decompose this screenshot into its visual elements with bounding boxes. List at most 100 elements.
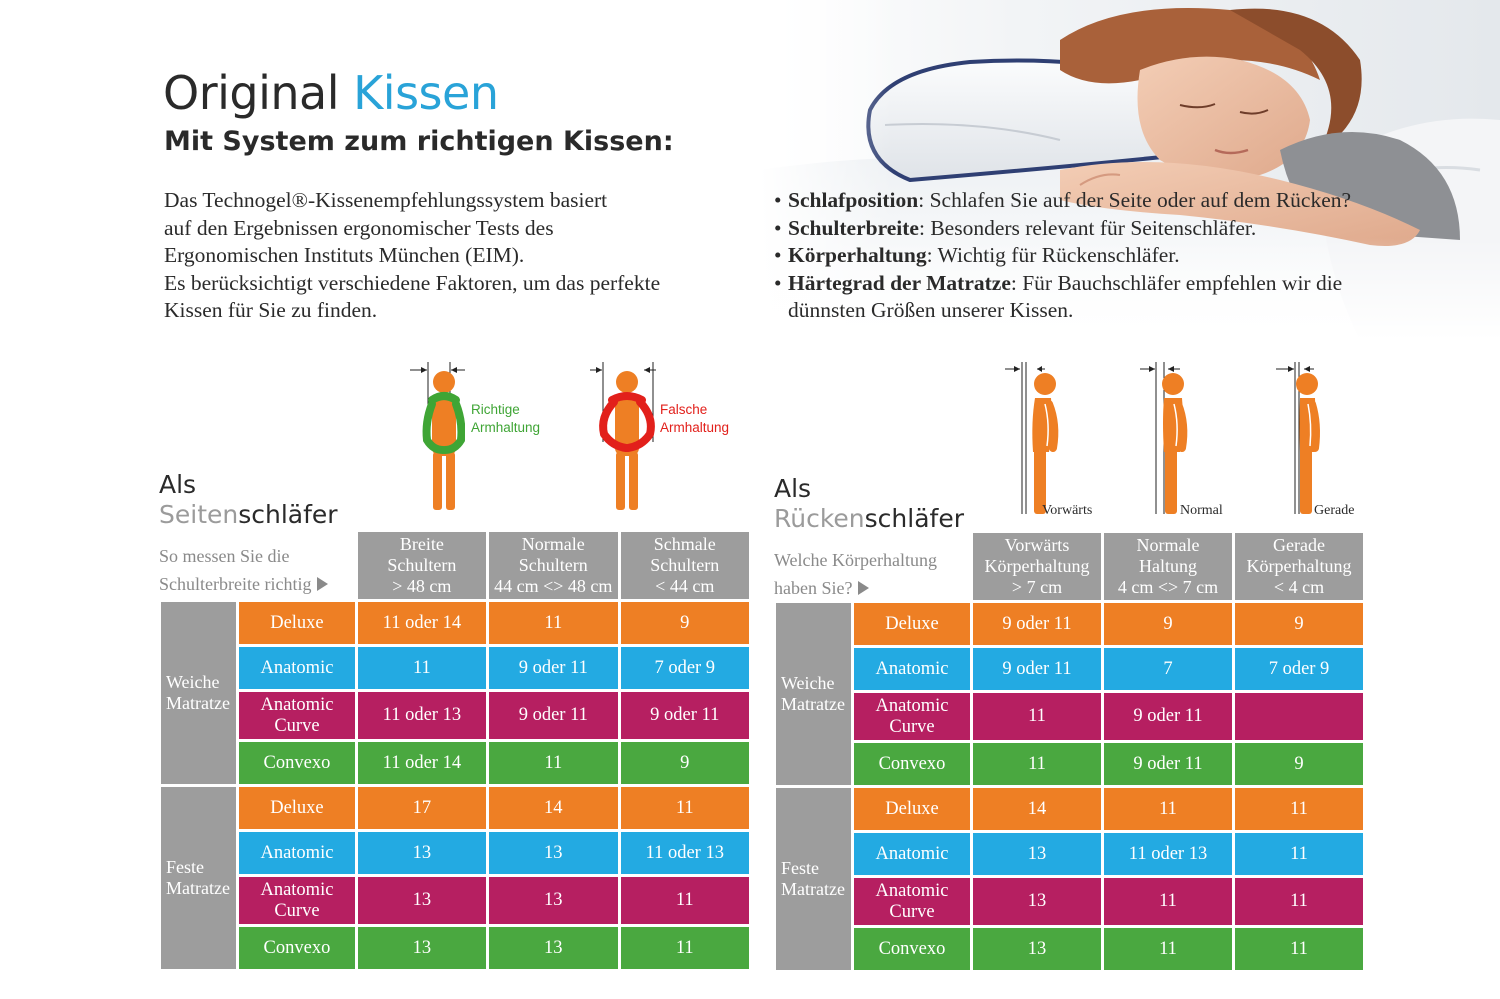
wrong-arm-line1: Falsche bbox=[660, 402, 708, 417]
wrong-arm-label: Falsche Armhaltung bbox=[660, 401, 729, 437]
table-cell: 7 oder 9 bbox=[620, 647, 749, 689]
wrong-arm-line2: Armhaltung bbox=[660, 420, 730, 435]
side-hint-line2: Schulterbreite richtig bbox=[159, 574, 312, 594]
product-name: Convexo bbox=[239, 742, 355, 784]
posture-label-normal: Normal bbox=[1180, 503, 1223, 518]
group-line1: Weiche bbox=[781, 673, 835, 693]
product-name: Deluxe bbox=[239, 602, 355, 644]
triangle-right-icon bbox=[858, 581, 870, 595]
table-cell: 11 bbox=[1235, 788, 1363, 830]
column-header: Breite Schultern > 48 cm bbox=[357, 532, 487, 599]
column-header-line3: < 44 cm bbox=[655, 576, 715, 596]
table-row: Anatomic Curve 11 oder 13 9 oder 11 9 od… bbox=[161, 692, 749, 739]
table-cell: 9 oder 11 bbox=[489, 692, 618, 739]
table-row: Anatomic 13 11 oder 13 11 bbox=[776, 833, 1363, 875]
product-name: Anatomic Curve bbox=[854, 878, 970, 925]
factor-term: Schulterbreite bbox=[788, 215, 919, 240]
product-name: Anatomic bbox=[854, 648, 970, 690]
back-title-als: Als bbox=[774, 474, 812, 503]
factor-text: : Für Bauchschläfer empfehlen wir die dü… bbox=[788, 270, 1343, 323]
table-cell: 13 bbox=[973, 928, 1101, 970]
mattress-group-label: Weiche Matratze bbox=[776, 603, 851, 785]
mattress-group-label: Weiche Matratze bbox=[161, 602, 237, 784]
product-name: Anatomic Curve bbox=[854, 693, 970, 740]
column-header: Vorwärts Körperhaltung > 7 cm bbox=[973, 533, 1101, 600]
column-header-line3: < 4 cm bbox=[1273, 577, 1325, 597]
table-cell: 9 oder 11 bbox=[1104, 693, 1232, 740]
table-cell: 13 bbox=[357, 877, 487, 924]
table-cell: 13 bbox=[973, 878, 1101, 925]
back-title-dark: schläfer bbox=[864, 504, 964, 533]
table-cell: 9 oder 11 bbox=[489, 647, 618, 689]
table-row: Feste Matratze Deluxe 17 14 11 bbox=[161, 787, 749, 969]
column-header-line3: 44 cm <> 48 cm bbox=[494, 576, 613, 596]
table-cell: 11 bbox=[973, 693, 1101, 740]
correct-arm-figure-icon bbox=[410, 362, 465, 510]
table-cell: 7 oder 9 bbox=[1235, 648, 1363, 690]
table-header-row: Vorwärts Körperhaltung > 7 cm Normale Haltu… bbox=[776, 533, 1363, 600]
column-header-line1: Schmale bbox=[653, 534, 716, 554]
product-name: Deluxe bbox=[239, 787, 355, 829]
table-row: Anatomic 11 9 oder 11 7 oder 9 bbox=[161, 647, 749, 689]
correct-arm-line1: Richtige bbox=[471, 402, 520, 417]
factor-text: : Besonders relevant für Seitenschläfer. bbox=[918, 215, 1257, 240]
table-cell: 11 oder 13 bbox=[1104, 833, 1232, 875]
table-cell: 11 bbox=[620, 787, 749, 829]
table-cell: 11 oder 13 bbox=[620, 832, 749, 874]
table-cell: 11 bbox=[489, 602, 618, 644]
table-cell bbox=[1235, 693, 1363, 740]
column-header-line2: Haltung bbox=[1139, 556, 1197, 576]
table-cell: 13 bbox=[489, 832, 618, 874]
correct-arm-label: Richtige Armhaltung bbox=[471, 401, 540, 437]
intro-line: Das Technogel®-Kissenempfehlungssystem b… bbox=[164, 188, 608, 212]
mattress-group-label: Feste Matratze bbox=[161, 787, 237, 969]
column-header-line1: Normale bbox=[1136, 535, 1200, 555]
intro-line: Kissen für Sie zu finden. bbox=[164, 298, 378, 322]
table-cell: 13 bbox=[357, 927, 487, 969]
table-cell: 9 bbox=[1235, 603, 1363, 645]
table-cell: 9 oder 11 bbox=[620, 692, 749, 739]
product-name: Anatomic bbox=[239, 647, 355, 689]
table-cell: 13 bbox=[489, 877, 618, 924]
column-header-line2: Schultern bbox=[650, 555, 720, 575]
side-hint-line1: So messen Sie die bbox=[159, 546, 290, 566]
group-line2: Matratze bbox=[781, 694, 845, 714]
side-title-dark: schläfer bbox=[238, 500, 338, 529]
factor-item: Körperhaltung: Wichtig für Rückenschläfe… bbox=[774, 242, 1374, 270]
table-row: Anatomic 9 oder 11 7 7 oder 9 bbox=[776, 648, 1363, 690]
table-cell: 13 bbox=[357, 832, 487, 874]
column-header-line1: Normale bbox=[521, 534, 585, 554]
column-header-line2: Schultern bbox=[518, 555, 588, 575]
table-cell: 11 bbox=[973, 743, 1101, 785]
column-header-line1: Vorwärts bbox=[1004, 535, 1070, 555]
column-header-line3: > 7 cm bbox=[1011, 577, 1063, 597]
factor-term: Körperhaltung bbox=[788, 243, 927, 267]
posture-label-straight: Gerade bbox=[1314, 503, 1355, 518]
posture-label-forward: Vorwärts bbox=[1042, 503, 1093, 518]
group-line1: Feste bbox=[166, 857, 204, 877]
product-name: Deluxe bbox=[854, 603, 970, 645]
column-header: Gerade Körperhaltung < 4 cm bbox=[1235, 533, 1363, 600]
factor-item: Schulterbreite: Besonders relevant für S… bbox=[774, 215, 1374, 243]
table-row: Convexo 11 9 oder 11 9 bbox=[776, 743, 1363, 785]
table-cell: 11 bbox=[1104, 928, 1232, 970]
table-cell: 14 bbox=[973, 788, 1101, 830]
table-cell: 9 bbox=[1235, 743, 1363, 785]
back-hint-line1: Welche Körperhaltung bbox=[774, 550, 937, 570]
table-cell: 11 bbox=[620, 927, 749, 969]
back-hint: Welche Körperhaltung haben Sie? bbox=[774, 546, 937, 602]
table-cell: 14 bbox=[489, 787, 618, 829]
back-sleeper-title: Als Rückenschläfer bbox=[774, 474, 964, 534]
product-name: Anatomic Curve bbox=[239, 692, 355, 739]
triangle-right-icon bbox=[317, 577, 329, 591]
column-header-line3: 4 cm <> 7 cm bbox=[1117, 577, 1219, 597]
table-row: Weiche Matratze Deluxe 11 oder 14 11 9 bbox=[161, 602, 749, 784]
table-cell: 13 bbox=[973, 833, 1101, 875]
table-cell: 11 oder 13 bbox=[357, 692, 487, 739]
group-line2: Matratze bbox=[166, 878, 230, 898]
factor-list: Schlafposition: Schlafen Sie auf der Sei… bbox=[774, 187, 1374, 325]
product-name: Anatomic bbox=[239, 832, 355, 874]
table-row: Convexo 13 11 11 bbox=[776, 928, 1363, 970]
table-header-row: Breite Schultern > 48 cm Normale Schultern 4… bbox=[161, 532, 749, 599]
intro-text: Das Technogel®-Kissenempfehlungssystem b… bbox=[164, 187, 754, 325]
